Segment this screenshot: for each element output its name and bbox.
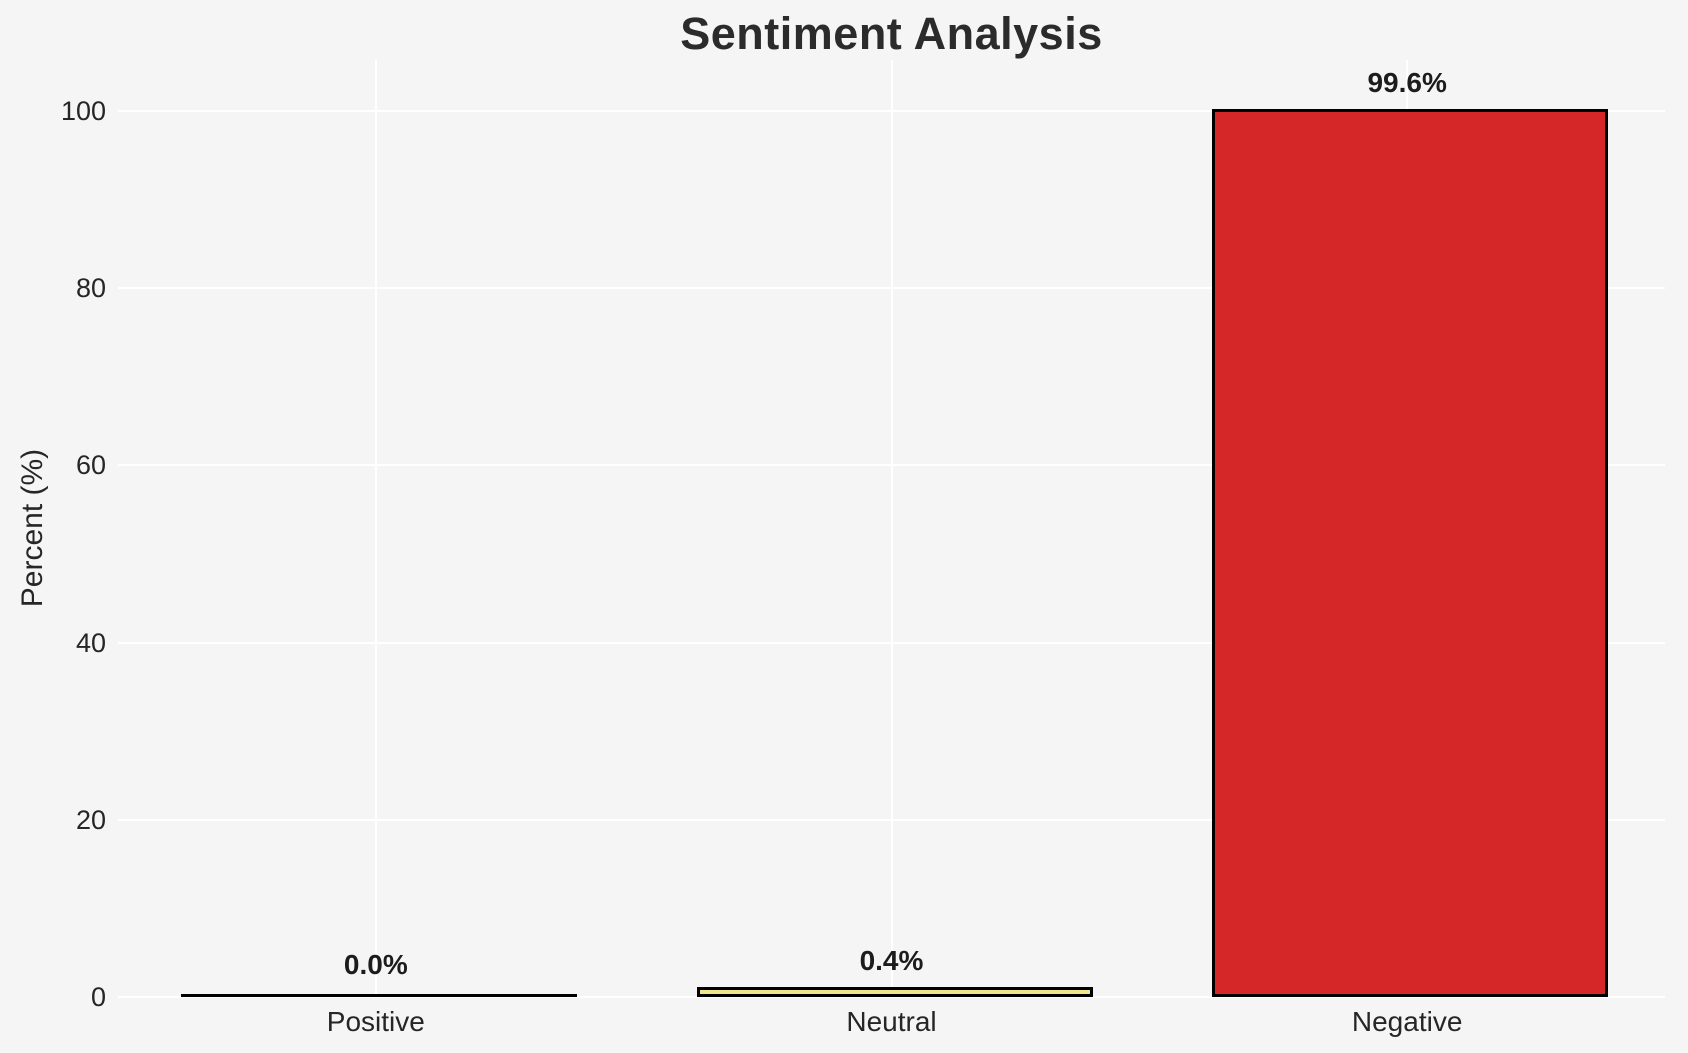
bar-positive	[180, 994, 577, 997]
bar-value-label-negative: 99.6%	[1367, 66, 1447, 98]
y-tick-label-60: 60	[75, 450, 106, 481]
bar-value-label-positive: 0.0%	[343, 949, 408, 980]
plot-area: 0.0% 0.4% 99.6%	[118, 60, 1665, 998]
x-tick-label-positive: Positive	[326, 1006, 425, 1037]
bar-value-label-neutral: 0.4%	[859, 945, 924, 977]
y-gridline-0	[118, 996, 1665, 998]
x-tick-label-neutral: Neutral	[846, 1006, 937, 1037]
y-tick-label-20: 20	[75, 804, 106, 835]
y-tick-label-100: 100	[60, 96, 106, 126]
y-tick-label-0: 0	[90, 982, 106, 1012]
bar-neutral	[696, 987, 1093, 997]
x-tick-label-negative: Negative	[1351, 1006, 1463, 1037]
x-gridline-neutral	[890, 60, 893, 997]
y-tick-label-40: 40	[75, 627, 106, 658]
bar-negative	[1212, 108, 1609, 997]
x-gridline-positive	[374, 60, 377, 997]
chart-title: Sentiment Analysis	[680, 8, 1103, 59]
y-tick-label-80: 80	[75, 273, 106, 304]
